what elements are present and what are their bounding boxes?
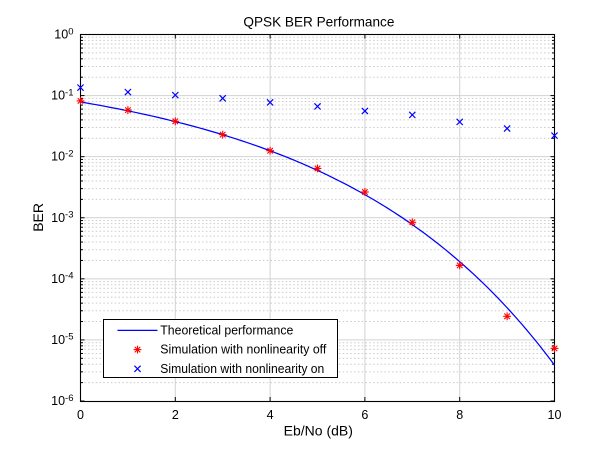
svg-text:BER: BER	[30, 203, 46, 232]
svg-text:4: 4	[267, 408, 274, 422]
svg-text:8: 8	[456, 408, 463, 422]
svg-text:0: 0	[77, 408, 84, 422]
svg-text:Eb/No (dB): Eb/No (dB)	[284, 423, 353, 439]
svg-text:6: 6	[361, 408, 368, 422]
svg-text:10: 10	[548, 408, 562, 422]
svg-text:Theoretical performance: Theoretical performance	[160, 322, 293, 337]
svg-text:Simulation with nonlinearity o: Simulation with nonlinearity on	[160, 361, 324, 376]
svg-text:QPSK BER Performance: QPSK BER Performance	[243, 14, 394, 30]
svg-text:Simulation with nonlinearity o: Simulation with nonlinearity off	[160, 342, 326, 357]
svg-text:2: 2	[172, 408, 179, 422]
